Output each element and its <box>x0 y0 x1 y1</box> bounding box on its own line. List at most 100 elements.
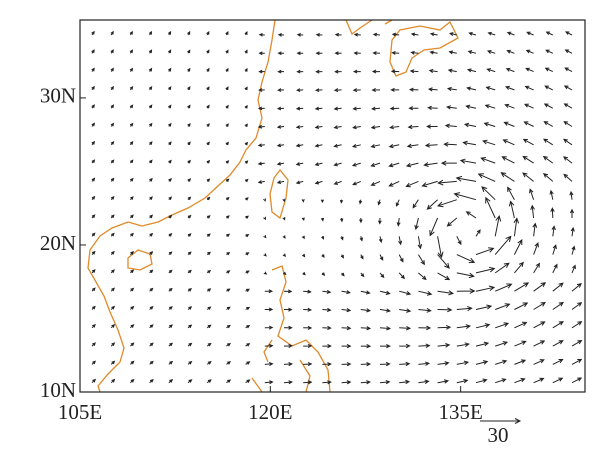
wind-vector <box>525 49 534 54</box>
wind-vector <box>91 323 96 329</box>
wind-vector <box>526 31 534 36</box>
wind-vector <box>550 207 555 219</box>
wind-vector <box>480 157 496 164</box>
wind-vector <box>296 51 304 56</box>
wind-vector <box>149 232 154 237</box>
wind-vector <box>466 86 477 91</box>
wind-vector <box>552 263 558 274</box>
wind-vector <box>264 362 274 367</box>
wind-vector <box>322 380 332 385</box>
wind-vector <box>226 324 231 329</box>
wind-vector <box>110 140 115 146</box>
wind-vector <box>321 272 326 276</box>
y-tick-label: 10N <box>40 378 76 402</box>
wind-vector <box>481 186 496 201</box>
wind-vector <box>206 178 211 182</box>
wind-vector <box>429 217 439 237</box>
wind-vector <box>244 86 248 91</box>
wind-vector <box>283 362 293 367</box>
wind-vector <box>187 159 191 164</box>
wind-vector <box>533 321 546 329</box>
wind-vector <box>544 67 554 73</box>
wind-vector <box>187 67 191 72</box>
wind-vector <box>495 303 511 310</box>
wind-vector <box>475 247 495 256</box>
wind-vector <box>321 236 325 240</box>
wind-vector <box>91 122 95 127</box>
wind-vector <box>206 196 211 201</box>
wind-vector <box>563 121 573 127</box>
wind-vector <box>264 380 274 385</box>
wind-vector <box>129 159 134 164</box>
wind-vector <box>353 51 361 56</box>
wind-vector <box>341 290 351 295</box>
wind-vector <box>168 86 172 91</box>
wind-vector <box>245 233 250 238</box>
wind-vector <box>351 162 361 167</box>
wind-vector <box>522 138 534 146</box>
wind-vector <box>437 324 452 330</box>
wind-vector <box>110 305 116 310</box>
wind-vector <box>533 301 547 310</box>
wind-vector <box>129 49 133 54</box>
wind-vector <box>486 49 496 54</box>
wind-vector <box>340 236 344 241</box>
wind-vector <box>187 306 193 310</box>
wind-vector <box>437 179 457 186</box>
wind-vector <box>187 104 191 109</box>
wind-vector <box>428 68 438 73</box>
wind-vector <box>148 67 153 72</box>
wind-vector <box>429 32 438 37</box>
wind-vector <box>333 180 342 185</box>
wind-vector <box>130 324 135 329</box>
wind-vector <box>475 285 496 292</box>
wind-vector <box>226 379 232 384</box>
wind-vector <box>341 362 352 367</box>
wind-vector <box>353 69 361 74</box>
wind-vector <box>282 271 287 276</box>
wind-vector <box>522 155 534 164</box>
wind-vector <box>564 49 573 54</box>
wind-vector <box>399 361 411 367</box>
wind-vector <box>360 290 371 295</box>
wind-vector <box>315 51 323 56</box>
wind-vector <box>303 362 313 367</box>
wind-vector <box>360 254 364 260</box>
wind-vector <box>276 161 285 166</box>
wind-vector <box>418 290 433 296</box>
wind-vector <box>504 103 515 109</box>
coastline <box>127 249 153 271</box>
wind-vector <box>333 125 342 130</box>
wind-vector <box>456 378 469 384</box>
wind-vector <box>529 188 535 200</box>
wind-vector <box>149 251 154 255</box>
wind-vector <box>245 306 251 311</box>
wind-vector <box>352 125 361 130</box>
wind-vector <box>371 69 381 74</box>
wind-vector <box>456 324 472 329</box>
wind-vector <box>495 322 510 329</box>
wind-vector <box>500 172 515 182</box>
wind-vector <box>427 105 438 111</box>
wind-vector <box>426 124 438 129</box>
wind-vector <box>314 125 323 130</box>
wind-vector <box>533 377 545 384</box>
wind-vector <box>360 344 372 349</box>
wind-vector <box>533 282 547 292</box>
wind-vector <box>303 325 313 330</box>
wind-vector <box>563 103 573 109</box>
wind-vector <box>495 341 509 347</box>
wind-vector <box>187 342 193 347</box>
wind-vector <box>456 360 470 366</box>
wind-vector <box>514 282 530 292</box>
wind-vector <box>257 143 265 148</box>
wind-vector <box>418 361 431 366</box>
wind-vector <box>187 379 193 384</box>
wind-vector <box>206 49 210 54</box>
wind-vector <box>379 290 391 295</box>
wind-vector <box>564 31 573 36</box>
wind-vector <box>377 199 382 206</box>
wind-vector <box>295 143 304 148</box>
wind-vector <box>225 86 229 91</box>
wind-vector <box>168 159 172 164</box>
